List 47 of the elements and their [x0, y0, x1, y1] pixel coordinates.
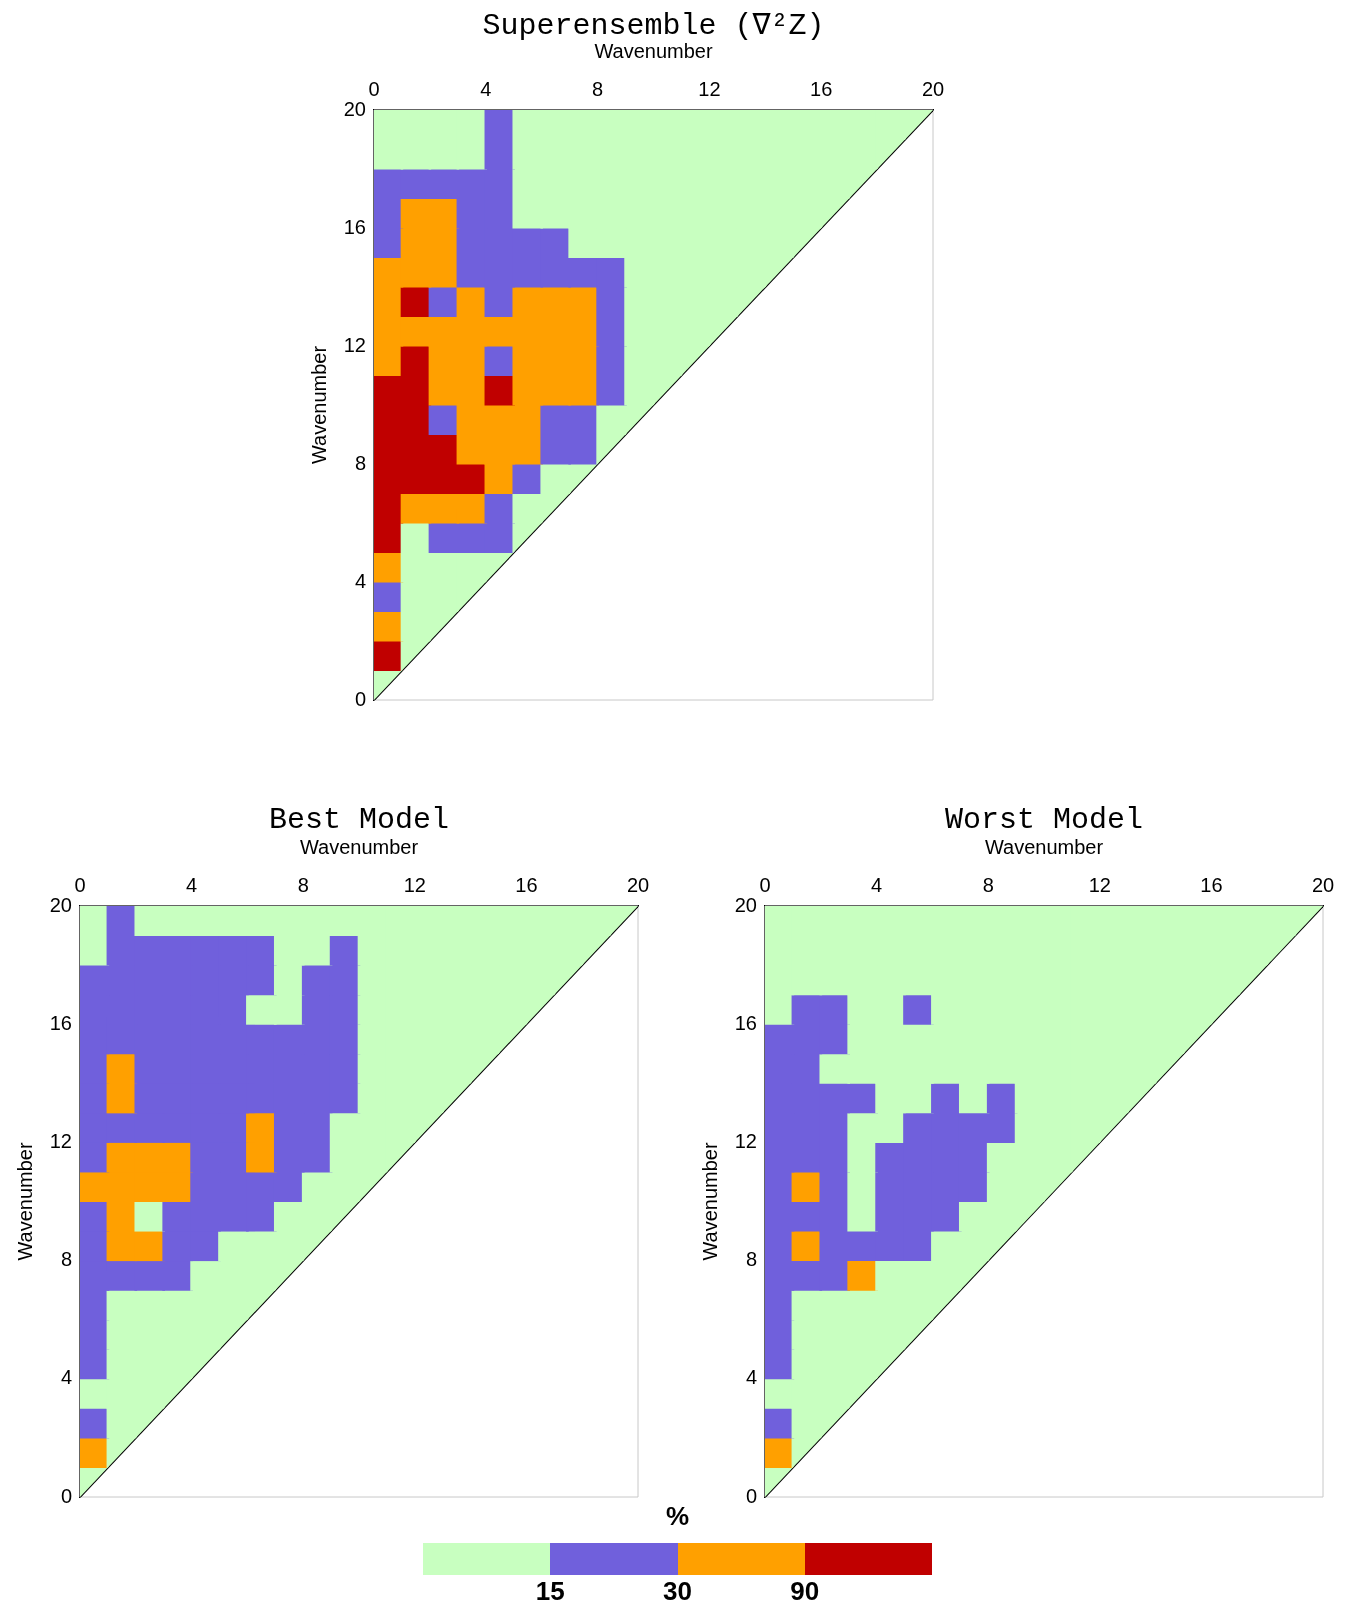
chart-title: Best Model — [268, 802, 450, 837]
x-axis-title: Wavenumber — [299, 835, 419, 858]
y-tick-label: 0 — [745, 1484, 757, 1507]
x-tick-label: 20 — [1311, 873, 1335, 896]
y-tick-label: 8 — [60, 1248, 72, 1271]
x-tick-label: 20 — [626, 873, 650, 896]
x-tick-label: 0 — [368, 77, 380, 100]
x-tick-label: 16 — [810, 77, 833, 100]
y-tick-label: 8 — [354, 451, 366, 474]
y-tick-label: 4 — [60, 1366, 72, 1389]
x-tick-label: 0 — [74, 873, 86, 896]
x-tick-label: 20 — [921, 77, 945, 100]
x-tick-label: 16 — [1200, 873, 1223, 896]
color-bar-title: % — [665, 1501, 690, 1532]
x-tick-label: 8 — [592, 77, 604, 100]
y-tick-label: 4 — [745, 1366, 757, 1389]
y-tick-label: 12 — [734, 1129, 757, 1152]
y-tick-label: 8 — [745, 1248, 757, 1271]
y-axis-title: Wavenumber — [307, 345, 330, 465]
x-tick-label: 8 — [297, 873, 309, 896]
y-tick-label: 16 — [734, 1011, 757, 1034]
x-tick-label: 12 — [1088, 873, 1111, 896]
x-tick-label: 8 — [982, 873, 994, 896]
y-axis-title: Wavenumber — [13, 1142, 36, 1261]
y-tick-label: 16 — [49, 1011, 72, 1034]
x-tick-label: 4 — [871, 873, 883, 896]
y-tick-label: 16 — [343, 215, 366, 238]
x-tick-label: 16 — [515, 873, 538, 896]
text: 30 — [663, 1576, 692, 1607]
x-tick-label: 12 — [403, 873, 426, 896]
text: 90 — [790, 1576, 820, 1607]
y-tick-label: 0 — [354, 687, 366, 710]
x-tick-label: 4 — [480, 77, 492, 100]
x-tick-label: 0 — [759, 873, 771, 896]
x-axis-title: Wavenumber — [984, 835, 1104, 858]
y-tick-label: 20 — [734, 893, 757, 916]
y-tick-label: 20 — [49, 893, 72, 916]
y-tick-label: 20 — [343, 97, 366, 120]
x-tick-label: 4 — [186, 873, 198, 896]
y-tick-label: 4 — [354, 569, 366, 592]
y-tick-label: 12 — [49, 1129, 72, 1152]
chart-title: Worst Model — [944, 802, 1144, 837]
text: 15 — [535, 1576, 565, 1607]
y-axis-title: Wavenumber — [698, 1142, 721, 1261]
x-tick-label: 12 — [698, 77, 721, 100]
y-tick-label: 0 — [60, 1484, 72, 1507]
y-tick-label: 12 — [343, 333, 366, 356]
